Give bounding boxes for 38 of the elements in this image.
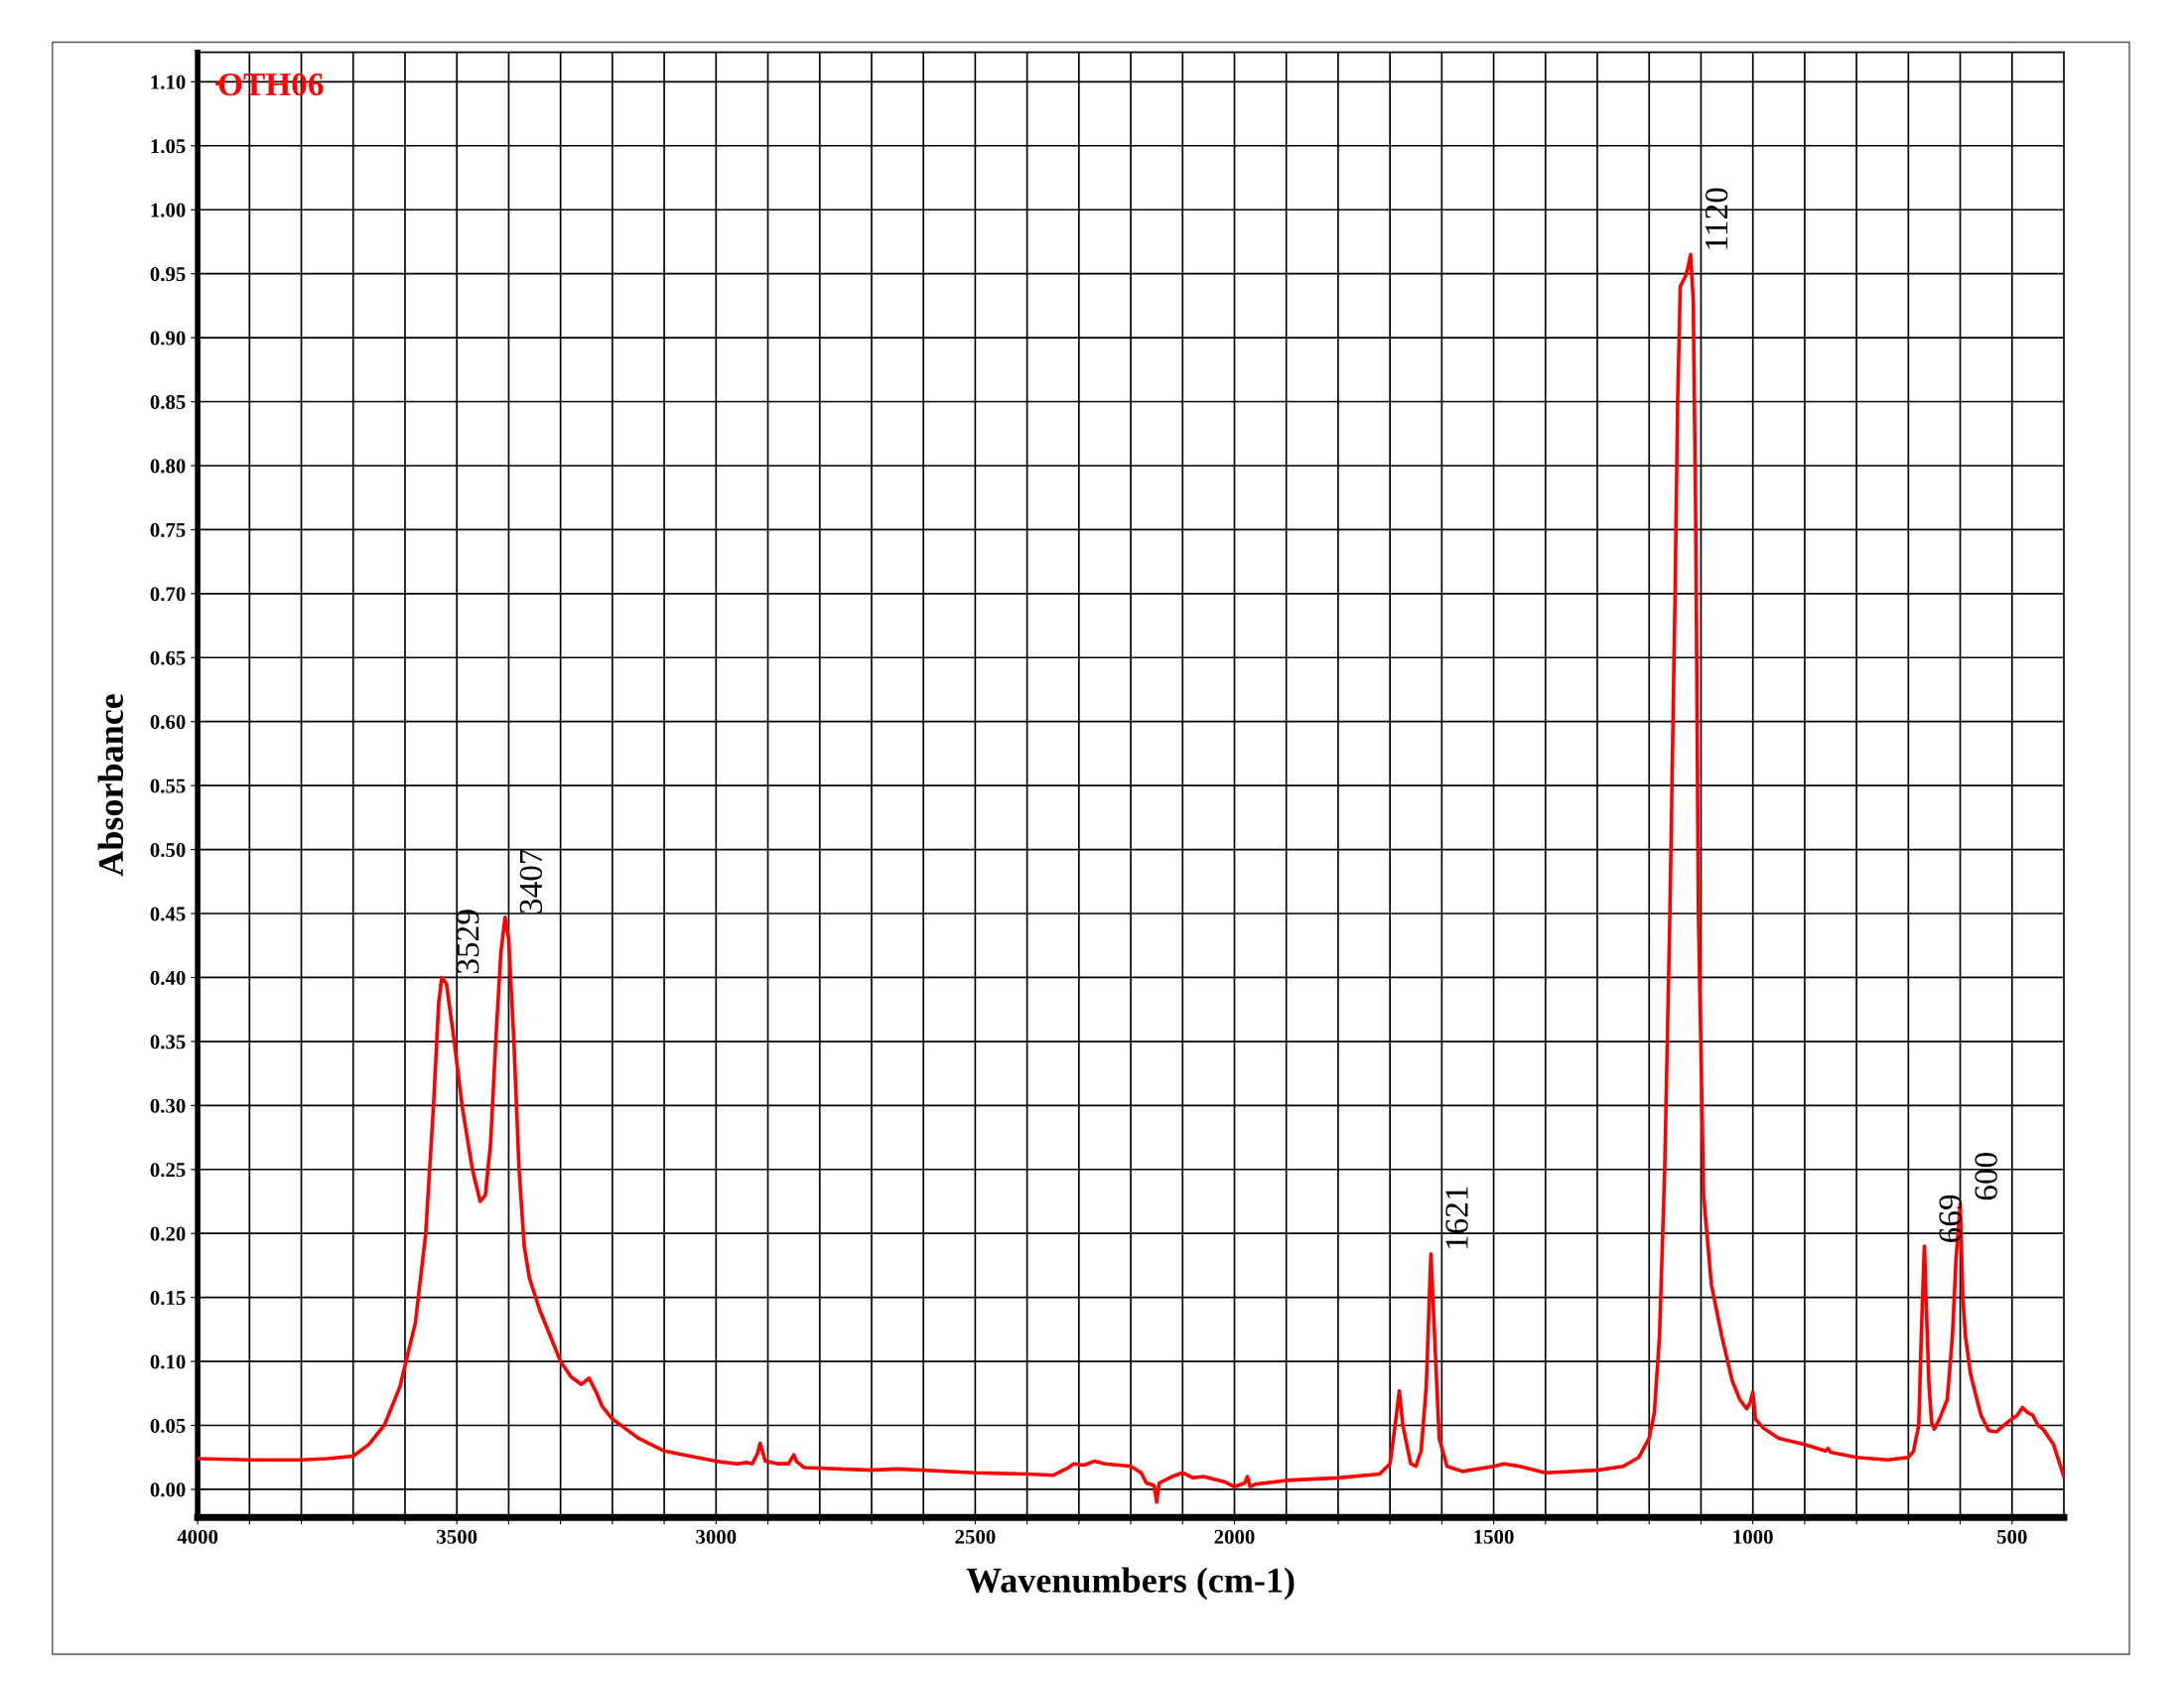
y-tick-label: 0.30 xyxy=(150,1098,186,1113)
y-tick-label: 0.20 xyxy=(150,1226,186,1241)
y-tick-label: 0.00 xyxy=(150,1482,186,1497)
y-tick-label: 0.85 xyxy=(150,394,186,410)
y-tick-label: 0.60 xyxy=(150,715,186,730)
y-tick-label: 0.40 xyxy=(150,970,186,985)
y-tick-label: 0.90 xyxy=(150,331,186,346)
y-tick-label: 0.10 xyxy=(150,1354,186,1369)
x-tick-label: 500 xyxy=(1996,1529,2027,1544)
x-tick-label: 2000 xyxy=(1214,1529,1255,1544)
y-tick-label: 1.00 xyxy=(151,203,186,217)
x-tick-label: 1500 xyxy=(1474,1529,1514,1544)
annotation: 600 xyxy=(1975,1153,1997,1200)
y-tick-label: 0.75 xyxy=(150,522,186,537)
y-tick-label: 0.80 xyxy=(150,459,186,474)
annotation: 1621 xyxy=(1445,1187,1468,1249)
y-tick-label: 0.35 xyxy=(150,1035,186,1050)
x-tick-label: 2500 xyxy=(955,1529,996,1544)
y-tick-label: 0.50 xyxy=(150,842,186,858)
y-tick-label: 0.15 xyxy=(150,1291,186,1306)
y-tick-label: 0.95 xyxy=(150,267,186,282)
y-tick-label: 0.25 xyxy=(150,1163,186,1178)
y-tick-label: 0.65 xyxy=(150,650,186,665)
y-tick-label: 1.05 xyxy=(151,139,186,154)
x-axis-title: Wavenumbers (cm-1) xyxy=(966,1567,1295,1601)
x-tick-label: 3000 xyxy=(696,1529,737,1544)
x-tick-label: 1000 xyxy=(1733,1529,1773,1544)
y-tick-label: 0.05 xyxy=(150,1418,186,1434)
y-tick-label: 0.70 xyxy=(150,587,186,602)
annotation: 669 xyxy=(1939,1195,1962,1242)
annotation: 1120 xyxy=(1705,188,1728,249)
y-axis-title: Absorbance xyxy=(97,694,124,877)
y-tick-label: 1.10 xyxy=(151,74,186,89)
y-tick-label: 0.55 xyxy=(150,778,186,793)
x-tick-label: 3500 xyxy=(437,1529,478,1544)
annotation: 3407 xyxy=(519,849,543,914)
x-tick-label: 4000 xyxy=(177,1529,218,1544)
y-tick-label: 0.45 xyxy=(150,907,186,921)
